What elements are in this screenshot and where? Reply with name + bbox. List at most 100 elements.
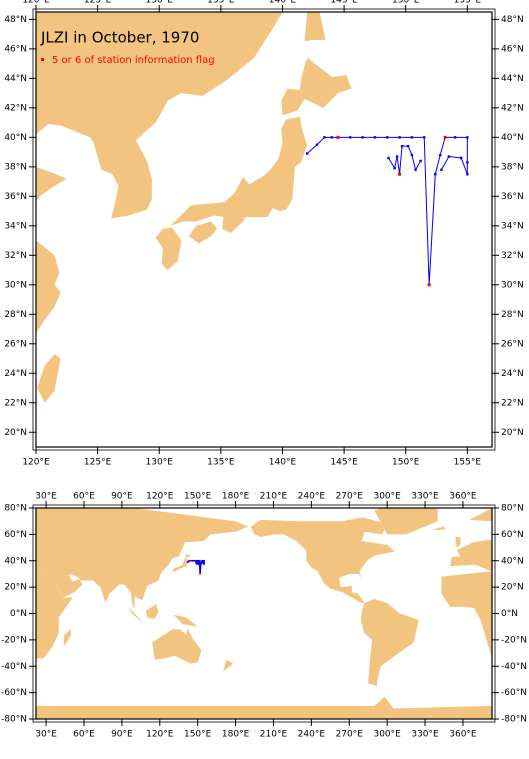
y-tick-label-left: -20°N — [1, 635, 27, 645]
flagged-station — [443, 135, 447, 139]
station — [191, 559, 193, 562]
land — [172, 554, 192, 573]
land — [374, 508, 438, 535]
x-tick-label-top: 155°E — [454, 0, 482, 6]
y-tick-label-right: 48°N — [501, 15, 524, 25]
station — [323, 136, 326, 139]
map-panel — [36, 508, 492, 719]
y-tick-label-right: 24°N — [501, 369, 524, 379]
x-tick-label-bottom: 150°E — [184, 730, 212, 740]
station — [453, 136, 457, 139]
land — [36, 508, 249, 610]
y-tick-label-left: 80°N — [4, 504, 27, 514]
y-tick-label-right: 0°N — [501, 609, 518, 619]
y-tick-label-right: 34°N — [501, 221, 524, 231]
map-title: JLZI in October, 1970 — [40, 29, 199, 47]
land — [36, 12, 283, 219]
y-tick-label-left: 28°N — [4, 310, 27, 320]
x-tick-label-top: 120°E — [22, 0, 50, 6]
x-tick-label-bottom: 135°E — [207, 458, 235, 468]
y-tick-label-right: 60°N — [501, 530, 524, 540]
x-tick-label-bottom: 145°E — [330, 458, 358, 468]
y-tick-label-right: -80°N — [501, 715, 527, 725]
y-tick-label-left: 42°N — [4, 103, 27, 113]
land — [360, 598, 419, 687]
land — [441, 508, 492, 659]
x-tick-label-bottom: 60°E — [73, 730, 95, 740]
land — [250, 517, 395, 603]
x-tick-label-bottom: 150°E — [392, 458, 420, 468]
x-tick-label-bottom: 140°E — [269, 458, 297, 468]
x-tick-label-bottom: 120°E — [22, 458, 50, 468]
y-tick-label-left: 46°N — [4, 44, 27, 54]
station — [194, 559, 197, 562]
station — [196, 561, 198, 564]
y-tick-label-right: 40°N — [501, 133, 524, 143]
x-tick-label-top: 140°E — [269, 0, 297, 6]
station — [315, 143, 319, 146]
station — [459, 156, 463, 160]
x-tick-label-bottom: 30°E — [35, 730, 57, 740]
station — [192, 559, 195, 562]
land — [155, 227, 182, 271]
station — [373, 136, 377, 139]
x-tick-label-top: 150°E — [184, 492, 212, 502]
x-tick-label-top: 270°E — [336, 492, 364, 502]
x-tick-label-top: 150°E — [392, 0, 420, 6]
land — [173, 614, 198, 627]
station — [330, 136, 333, 139]
station — [466, 136, 469, 139]
station — [410, 136, 414, 139]
x-tick-label-bottom: 240°E — [298, 730, 326, 740]
y-tick-label-right: -40°N — [501, 662, 527, 672]
flagged-station — [189, 559, 192, 562]
station — [200, 561, 203, 564]
station — [198, 559, 201, 562]
x-tick-label-top: 130°E — [146, 0, 174, 6]
station — [305, 152, 309, 155]
station — [398, 136, 401, 139]
station — [423, 136, 426, 139]
flagged-station — [200, 559, 203, 562]
station — [466, 161, 469, 164]
x-tick-label-top: 30°E — [35, 492, 57, 502]
land — [145, 604, 159, 619]
station — [393, 167, 396, 170]
station — [203, 563, 205, 565]
station — [186, 561, 189, 564]
x-tick-label-top: 125°E — [84, 0, 112, 6]
y-tick-label-right: 46°N — [501, 44, 524, 54]
station — [419, 159, 422, 163]
land — [433, 526, 446, 531]
y-tick-label-right: 20°N — [501, 428, 524, 438]
y-tick-label-right: 30°N — [501, 280, 524, 290]
land — [63, 629, 72, 647]
flagged-station — [196, 563, 198, 565]
land — [36, 696, 492, 719]
land — [152, 628, 202, 664]
station — [193, 559, 196, 562]
y-tick-label-left: 40°N — [4, 133, 27, 143]
x-tick-label-bottom: 300°E — [373, 730, 401, 740]
flagged-station — [336, 135, 340, 139]
map-frame-outer — [32, 8, 496, 451]
y-tick-label-left: 34°N — [4, 221, 27, 231]
station — [198, 562, 200, 564]
y-tick-label-right: 44°N — [501, 74, 524, 84]
station — [201, 561, 203, 564]
station — [400, 144, 404, 148]
station — [361, 136, 364, 139]
y-tick-label-right: 42°N — [501, 103, 524, 113]
x-tick-label-bottom: 360°E — [449, 730, 477, 740]
x-tick-label-bottom: 155°E — [454, 458, 482, 468]
x-tick-label-top: 145°E — [330, 0, 358, 6]
station — [386, 136, 389, 139]
y-tick-label-right: 26°N — [501, 339, 524, 349]
x-tick-label-top: 300°E — [373, 492, 401, 502]
x-tick-label-top: 120°E — [146, 492, 174, 502]
y-tick-label-left: 40°N — [4, 556, 27, 566]
station — [434, 173, 437, 176]
y-tick-label-left: 36°N — [4, 192, 27, 202]
